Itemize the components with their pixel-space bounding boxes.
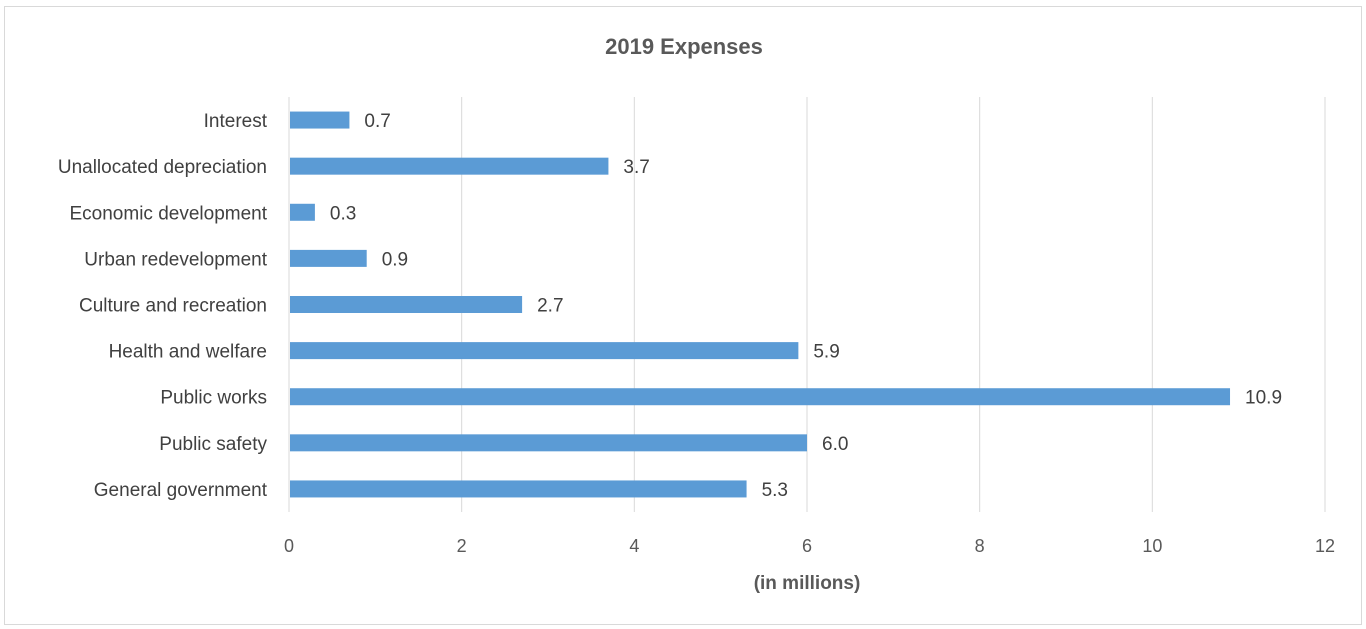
chart-frame [4, 6, 1362, 625]
x-tick-label-8: 8 [975, 536, 985, 556]
bar [290, 480, 747, 498]
x-tick-label-12: 12 [1315, 536, 1335, 556]
x-tick-label-10: 10 [1142, 536, 1162, 556]
data-labels: 0.7 3.7 0.3 0.9 2.7 5.9 10.9 6.0 5.3 [330, 111, 1282, 501]
category-label: Urban redevelopment [84, 249, 267, 270]
bar [290, 157, 609, 175]
x-axis-title: (in millions) [754, 573, 861, 594]
bar [290, 203, 315, 221]
data-label: 10.9 [1245, 388, 1282, 409]
x-tick-labels: 0 2 4 6 8 10 12 [284, 536, 1335, 556]
data-label: 0.7 [364, 111, 390, 132]
bar [290, 249, 367, 267]
data-label: 5.9 [813, 342, 839, 363]
x-tick-label-6: 6 [802, 536, 812, 556]
data-label: 0.3 [330, 203, 356, 224]
data-label: 2.7 [537, 296, 563, 317]
data-label: 0.9 [382, 249, 408, 270]
data-label: 3.7 [623, 157, 649, 178]
bar [290, 111, 350, 129]
bar [290, 296, 523, 313]
category-label: Public safety [159, 434, 267, 455]
category-label: Unallocated depreciation [58, 157, 267, 178]
category-label: Public works [160, 388, 267, 409]
bar [290, 342, 799, 360]
x-tick-label-0: 0 [284, 536, 294, 556]
bars [290, 111, 1231, 498]
x-tick-label-4: 4 [629, 536, 639, 556]
category-labels: Interest Unallocated depreciation Economic… [58, 111, 268, 501]
category-label: Culture and recreation [79, 296, 267, 317]
data-label: 5.3 [762, 480, 788, 501]
category-label: Interest [204, 111, 268, 132]
bar [290, 434, 807, 452]
data-label: 6.0 [822, 434, 848, 455]
bar [290, 388, 1231, 406]
category-label: General government [94, 480, 268, 501]
x-tick-label-2: 2 [457, 536, 467, 556]
category-label: Economic development [70, 203, 268, 224]
chart-title: 2019 Expenses [605, 34, 763, 59]
category-label: Health and welfare [109, 342, 267, 363]
